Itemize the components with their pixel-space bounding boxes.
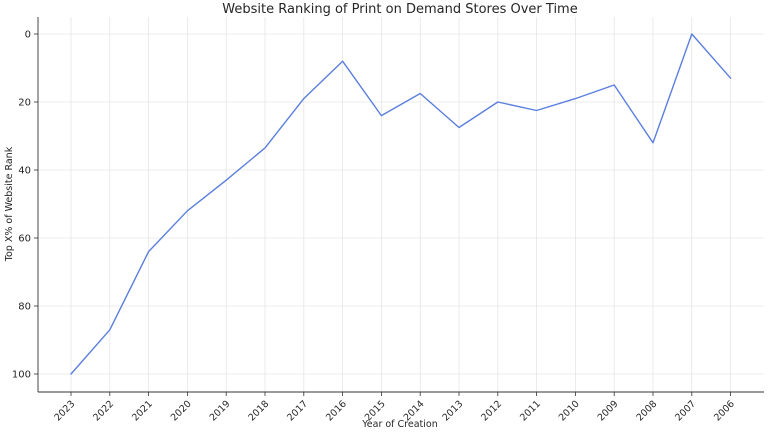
chart-title: Website Ranking of Print on Demand Store… <box>222 2 577 17</box>
x-tick-label: 2008 <box>634 399 659 424</box>
y-tick-label: 60 <box>18 234 31 245</box>
x-tick-label: 2012 <box>479 399 504 424</box>
axes <box>37 17 764 393</box>
y-tick-label: 20 <box>18 98 31 109</box>
x-tick-label: 2019 <box>208 399 233 424</box>
x-tick-label: 2023 <box>52 399 77 424</box>
x-tick-label: 2010 <box>557 399 582 424</box>
y-axis-ticks: 0 20 40 60 80 100 <box>12 30 38 381</box>
x-axis-label: Year of Creation <box>361 419 438 430</box>
x-tick-label: 2016 <box>324 399 349 424</box>
x-tick-label: 2017 <box>285 399 310 424</box>
x-tick-label: 2018 <box>246 399 271 424</box>
x-tick-label: 2022 <box>91 399 116 424</box>
x-tick-label: 2011 <box>518 399 543 424</box>
y-axis-label: Top X% of Website Rank <box>4 146 15 262</box>
series-line <box>70 33 732 375</box>
y-tick-label: 0 <box>25 30 31 41</box>
x-tick-label: 2021 <box>130 399 155 424</box>
series-layer <box>70 33 732 375</box>
y-tick-label: 100 <box>12 370 31 381</box>
x-tick-label: 2020 <box>169 399 194 424</box>
y-tick-label: 80 <box>18 302 31 313</box>
x-tick-label: 2009 <box>596 399 621 424</box>
grid-lines <box>38 17 764 392</box>
x-tick-label: 2007 <box>673 399 698 424</box>
x-tick-label: 2006 <box>712 399 737 424</box>
x-tick-label: 2013 <box>440 399 465 424</box>
y-tick-label: 40 <box>18 166 31 177</box>
